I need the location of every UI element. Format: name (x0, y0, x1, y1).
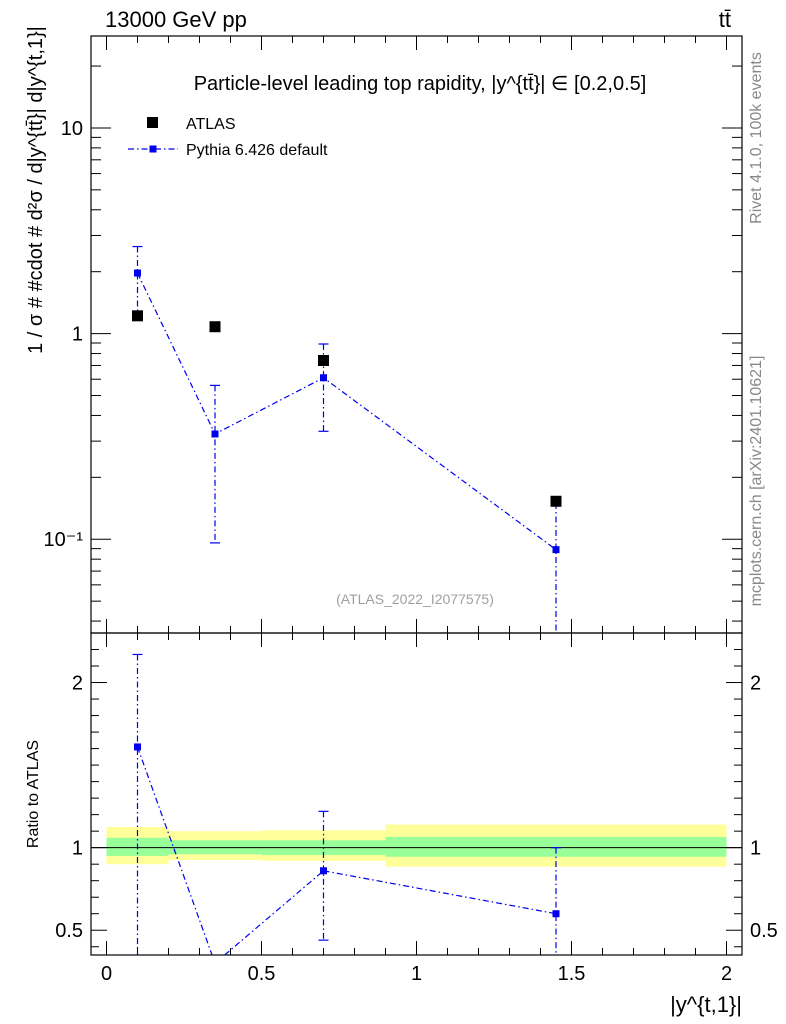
ratio-y-tick-label-right: 1 (750, 838, 761, 860)
mc-data-point (211, 430, 219, 438)
mc-data-point (320, 374, 327, 382)
ratio-series-segment (224, 870, 324, 956)
ratio-uncertainty-bands (106, 824, 727, 867)
source-label: mcplots.cern.ch [arXiv:2401.10621] (748, 356, 765, 607)
x-tick-label: 0.5 (248, 963, 276, 985)
watermark: (ATLAS_2022_I2077575) (336, 591, 494, 607)
ratio-y-tick-label: 1 (72, 838, 83, 860)
legend: ATLAS Pythia 6.426 default (128, 116, 328, 159)
x-tick-label: 1 (411, 963, 422, 985)
main-panel-axes: 10⁻¹ 1 10 (44, 35, 743, 634)
ratio-frame (90, 632, 743, 956)
process-label: tt̄ (719, 7, 731, 32)
ratio-data-point (134, 743, 141, 751)
atlas-data-point (209, 321, 221, 333)
main-title: Particle-level leading top rapidity, |y^… (194, 73, 647, 95)
main-y-tick-label: 10 (61, 118, 83, 140)
rivet-label: Rivet 4.1.0, 100k events (748, 52, 765, 224)
ratio-series-segment (323, 870, 557, 915)
atlas-data-point (132, 310, 143, 322)
legend-mc-label: Pythia 6.426 default (186, 142, 328, 159)
ratio-data-point (552, 910, 560, 918)
mc-data-point (134, 269, 141, 277)
x-tick-label: 1.5 (558, 963, 586, 985)
ratio-y-tick-label-right: 2 (750, 673, 761, 695)
x-tick-label: 0 (101, 963, 112, 985)
ratio-y-tick-label: 2 (72, 673, 83, 695)
ratio-y-tick-label-right: 0.5 (750, 920, 778, 942)
atlas-data-point (318, 354, 329, 366)
legend-atlas-label: ATLAS (186, 116, 236, 133)
legend-atlas-marker (147, 117, 158, 128)
main-y-axis-label: 1 / σ # #cdot # d²σ / d|y^{tt̄}| d|y^{t,… (25, 26, 47, 354)
ratio-y-tick-label: 0.5 (55, 920, 83, 942)
main-y-tick-label: 1 (72, 324, 83, 346)
ratio-y-axis-label: Ratio to ATLAS (25, 740, 42, 848)
x-tick-label: 2 (721, 963, 732, 985)
legend-mc-marker (149, 145, 157, 153)
ratio-panel-marks (132, 653, 561, 956)
energy-label: 13000 GeV pp (105, 7, 247, 32)
mc-series-line (136, 272, 557, 551)
ratio-data-point (320, 867, 327, 875)
ratio-panel-axes: 0 0.5 1 1.5 2 0.5 0.5 1 1 2 2 (55, 632, 778, 985)
ratio-band-inner-3 (385, 836, 727, 857)
main-panel-marks (132, 245, 562, 633)
mc-data-point (552, 546, 560, 554)
ratio-series-segment (136, 746, 213, 956)
x-axis-label: |y^{t,1}| (670, 992, 742, 1017)
main-y-tick-label: 10⁻¹ (44, 529, 84, 551)
atlas-data-point (550, 495, 562, 507)
